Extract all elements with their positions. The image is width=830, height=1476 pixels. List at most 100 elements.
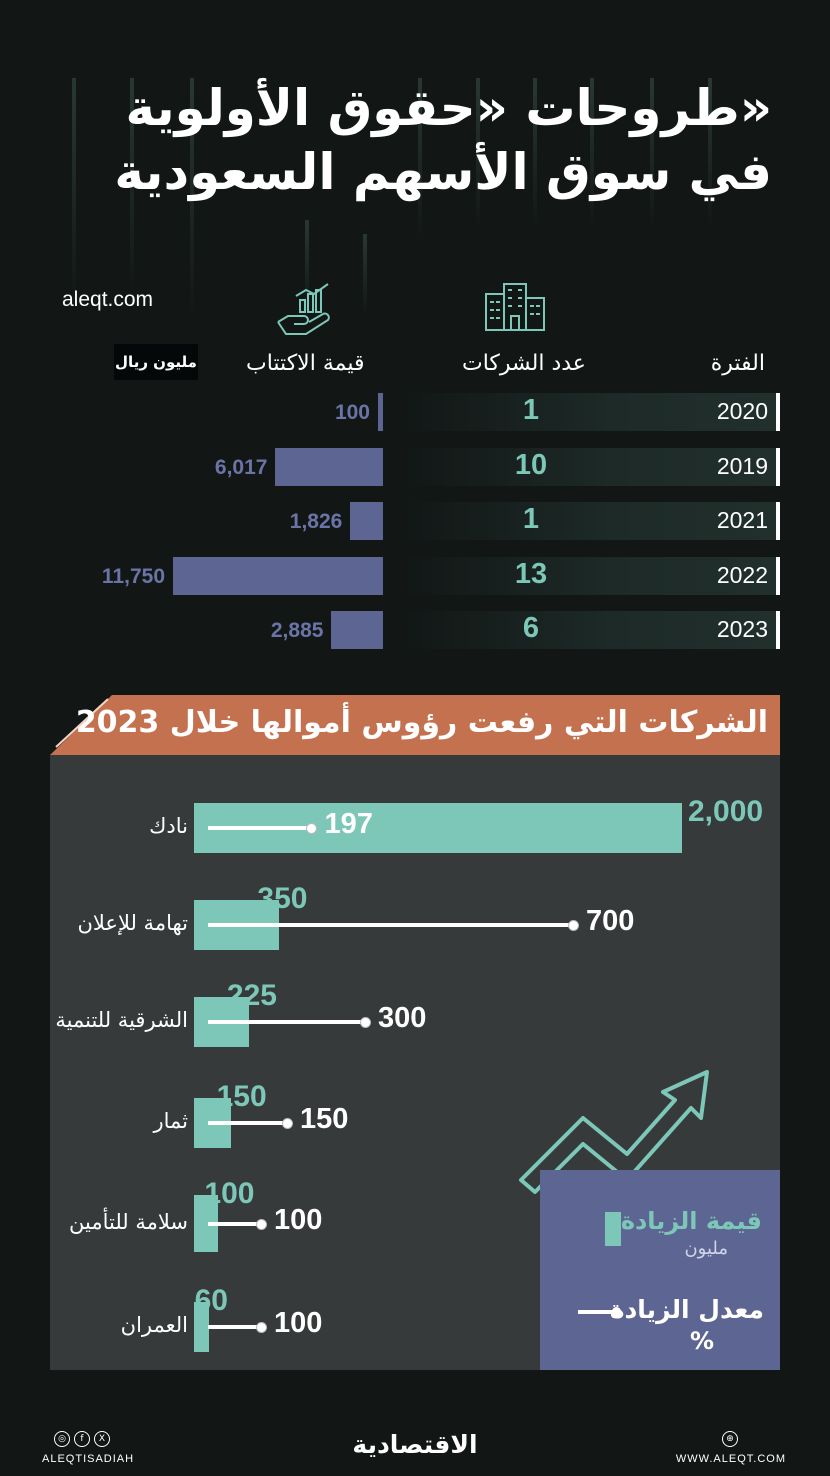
increase-rate-label: 100 xyxy=(274,1203,323,1236)
social-handle: ALEQTISADIAH xyxy=(42,1453,135,1465)
value-bar xyxy=(350,502,383,540)
rate-dot xyxy=(256,1322,267,1333)
value-label: 11,750 xyxy=(101,564,165,588)
table-row xyxy=(405,447,780,486)
row-year: 2020 xyxy=(716,398,768,424)
rate-line xyxy=(208,923,572,927)
value-bar xyxy=(331,611,383,649)
decor-line xyxy=(418,78,422,238)
company-name: ثمار xyxy=(153,1109,188,1133)
decor-line xyxy=(533,78,537,228)
legend-increase-rate: معدل الزيادة xyxy=(609,1295,764,1324)
row-marker xyxy=(776,502,780,540)
table-row xyxy=(405,393,780,431)
legend-swatch-value xyxy=(605,1212,621,1246)
header-companies: عدد الشركات xyxy=(462,351,586,376)
decor-line xyxy=(72,78,76,303)
decor-line xyxy=(476,78,480,228)
hand-growth-icon xyxy=(277,283,330,335)
row-companies: 10 xyxy=(514,448,548,481)
row-marker xyxy=(776,447,780,486)
legend xyxy=(540,1170,780,1370)
row-marker xyxy=(776,611,780,649)
facebook-icon[interactable]: f xyxy=(74,1431,90,1447)
decor-line xyxy=(650,78,654,228)
increase-rate-label: 150 xyxy=(300,1103,349,1135)
value-label: 6,017 xyxy=(214,455,268,479)
site-url: aleqt.com xyxy=(62,288,154,311)
value-bar xyxy=(173,556,383,595)
value-bar xyxy=(378,393,383,431)
company-name: نادك xyxy=(149,814,188,838)
increase-value-label: 100 xyxy=(204,1177,255,1210)
rate-line xyxy=(208,1121,286,1125)
increase-value-label: 225 xyxy=(226,979,277,1012)
website-url: WWW.ALEQT.COM xyxy=(675,1453,786,1465)
social-icons: ◎ f X xyxy=(54,1426,114,1447)
company-name: الشرقية للتنمية xyxy=(55,1008,188,1032)
legend-swatch-rate-dot xyxy=(612,1307,621,1316)
row-marker xyxy=(776,556,780,595)
legend-increase-value-unit: مليون xyxy=(684,1238,728,1259)
company-name: سلامة للتأمين xyxy=(69,1209,188,1234)
value-bar xyxy=(275,447,383,486)
page-title-line2: في سوق الأسهم السعودية xyxy=(114,143,772,201)
row-year: 2022 xyxy=(716,561,768,588)
table-row xyxy=(405,611,780,649)
header-period: الفترة xyxy=(710,351,765,376)
increase-value-label: 150 xyxy=(216,1080,267,1113)
decor-line xyxy=(190,78,194,318)
banner-title: الشركات التي رفعت رؤوس أموالها خلال 2023 xyxy=(75,705,768,740)
rate-line xyxy=(208,826,311,830)
decor-line xyxy=(708,78,712,228)
decor-line xyxy=(130,78,134,293)
row-companies: 1 xyxy=(522,503,540,535)
rate-dot xyxy=(568,920,579,931)
legend-swatch-rate xyxy=(578,1310,616,1314)
instagram-icon[interactable]: ◎ xyxy=(54,1431,70,1447)
value-label: 2,885 xyxy=(270,619,324,642)
rate-line xyxy=(208,1221,260,1226)
value-label: 1,826 xyxy=(289,510,343,533)
row-companies: 1 xyxy=(522,394,540,426)
increase-rate-label: 197 xyxy=(324,808,373,840)
increase-value-label: 60 xyxy=(194,1284,228,1317)
table-row xyxy=(405,502,780,540)
decor-line xyxy=(363,234,367,314)
trend-arrow-icon xyxy=(519,1070,709,1194)
x-icon[interactable]: X xyxy=(94,1431,110,1447)
decor-line xyxy=(305,220,309,310)
row-companies: 6 xyxy=(522,612,540,644)
increase-rate-label: 700 xyxy=(586,905,635,937)
increase-rate-label: 100 xyxy=(274,1307,323,1339)
company-name: تهامة للإعلان xyxy=(77,911,188,935)
rate-dot xyxy=(360,1017,371,1028)
header-value: قيمة الاكتتاب xyxy=(246,351,365,376)
row-year: 2019 xyxy=(716,452,768,479)
increase-bar xyxy=(194,1302,209,1352)
rate-line xyxy=(208,1325,260,1329)
row-year: 2021 xyxy=(716,507,768,533)
decor-line xyxy=(590,78,594,228)
legend-increase-rate-unit: % xyxy=(689,1327,714,1355)
brand-logo: الاقتصادية xyxy=(352,1430,478,1459)
increase-value-label: 2,000 xyxy=(688,795,764,828)
row-marker xyxy=(776,393,780,431)
globe-icon[interactable]: ⊕ xyxy=(722,1426,742,1447)
value-label: 100 xyxy=(334,401,370,424)
increase-value-label: 350 xyxy=(257,882,308,915)
buildings-icon xyxy=(485,283,545,331)
table-row xyxy=(405,556,780,595)
rate-dot xyxy=(306,823,318,834)
page-title-line1: طروحات «حقوق الأولوية» xyxy=(125,79,773,137)
legend-increase-value: قيمة الزيادة xyxy=(620,1207,762,1235)
unit-badge: مليون ريال xyxy=(114,344,198,380)
banner xyxy=(50,695,780,755)
banner-stripes xyxy=(55,698,109,748)
rate-dot xyxy=(282,1118,293,1129)
rate-line xyxy=(208,1020,364,1024)
row-year: 2023 xyxy=(716,616,768,642)
company-name: العمران xyxy=(120,1313,188,1337)
row-companies: 13 xyxy=(514,557,548,590)
increase-rate-label: 300 xyxy=(378,1002,427,1034)
